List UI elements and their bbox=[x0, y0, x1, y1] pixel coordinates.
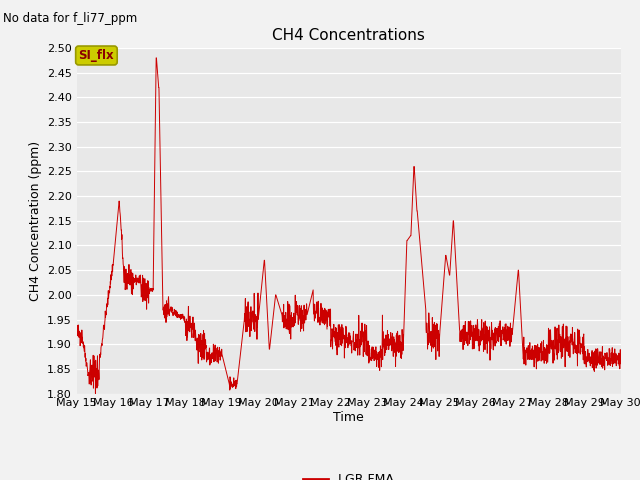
Title: CH4 Concentrations: CH4 Concentrations bbox=[273, 28, 425, 43]
Legend: LGR FMA: LGR FMA bbox=[298, 468, 399, 480]
Text: No data for f_li77_ppm: No data for f_li77_ppm bbox=[3, 12, 138, 25]
X-axis label: Time: Time bbox=[333, 411, 364, 424]
Text: SI_flx: SI_flx bbox=[79, 49, 114, 62]
Y-axis label: CH4 Concentration (ppm): CH4 Concentration (ppm) bbox=[29, 141, 42, 301]
